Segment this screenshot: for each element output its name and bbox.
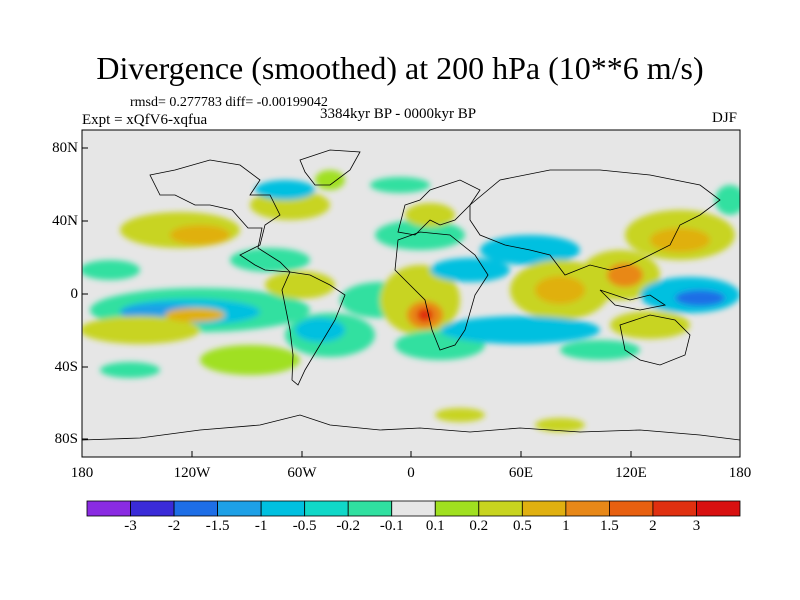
colorbar-swatch (130, 500, 175, 517)
field-blob (405, 203, 455, 227)
coastline-indonesia (599, 289, 667, 311)
lat-tick-label: 0 (70, 286, 79, 302)
coastline-europe (397, 179, 481, 236)
field-blob (82, 260, 140, 280)
lon-tick-label: 180 (70, 465, 94, 481)
field-blob (535, 276, 585, 304)
field-blob (607, 263, 643, 287)
field-blob (370, 177, 430, 193)
lat-tick-label: 40S (54, 359, 78, 375)
coastline-africa (394, 231, 489, 351)
coastline-north-america (149, 159, 292, 273)
colorbar-label: 2 (649, 518, 657, 534)
colorbar-swatch (565, 500, 610, 517)
field-blob (430, 258, 510, 282)
colorbar-swatch (260, 500, 306, 517)
colorbar-label: 0.2 (469, 518, 489, 534)
lat-tick-label: 80S (54, 431, 78, 447)
lat-tick-label: 40N (52, 213, 78, 229)
lon-tick-label: 0 (407, 465, 415, 481)
colorbar-label: -0.1 (379, 518, 404, 534)
colorbar-swatch (304, 500, 349, 517)
field-blob (417, 308, 433, 322)
field-blob (560, 340, 640, 360)
experiment-label: Expt = xQfV6-xqfua (82, 112, 208, 128)
colorbar-swatch (478, 500, 523, 517)
colorbar-swatch (217, 500, 262, 517)
field-blob (650, 228, 710, 252)
colorbar-label: -0.2 (336, 518, 361, 534)
divergence-field (82, 170, 740, 432)
field-blob (440, 316, 600, 344)
field-blob (170, 225, 230, 245)
colorbar-label: -2 (167, 518, 181, 534)
coastline-australia (619, 314, 691, 366)
colorbar (86, 500, 741, 517)
lon-tick-label: 60W (287, 465, 317, 481)
field-blob (315, 170, 345, 190)
colorbar-label: -1 (254, 518, 268, 534)
field-blob (715, 185, 740, 215)
colorbar-swatch (434, 500, 480, 517)
lon-tick-label: 180 (728, 465, 752, 481)
field-blob (295, 318, 345, 342)
coastline-asia (469, 169, 721, 276)
colorbar-label: 1.5 (600, 518, 619, 534)
field-blob (435, 408, 485, 422)
colorbar-swatch (173, 500, 218, 517)
colorbar-swatch (347, 500, 393, 517)
field-blob (82, 316, 200, 344)
colorbar-swatch (652, 500, 697, 517)
colorbar-label: -3 (124, 518, 137, 534)
lon-tick-marks (81, 451, 741, 457)
colorbar-label: 0.5 (512, 518, 532, 534)
field-blob (200, 345, 300, 375)
coastlines (82, 149, 740, 441)
field-blob (610, 311, 690, 339)
colorbar-swatch (521, 500, 567, 517)
field-blob (230, 248, 310, 272)
season-label: DJF (712, 110, 738, 126)
field-blob (265, 271, 335, 299)
colorbar-label: 1 (562, 518, 570, 534)
stats-text: rmsd= 0.277783 diff= -0.00199042 (130, 95, 328, 110)
coastline-south-america (281, 271, 346, 386)
coastline-greenland (299, 149, 361, 186)
colorbar-swatch (696, 500, 741, 517)
field-blob (255, 180, 315, 200)
plot-title: Divergence (smoothed) at 200 hPa (10**6 … (96, 50, 704, 86)
field-blob (100, 362, 160, 378)
colorbar-label: -0.5 (292, 518, 317, 534)
field-blob (165, 308, 225, 322)
field-blob (675, 290, 725, 306)
lat-tick-marks (82, 147, 88, 440)
colorbar-swatch (391, 500, 436, 517)
period-label: 3384kyr BP - 0000kyr BP (320, 106, 477, 122)
lon-tick-label: 60E (508, 465, 534, 481)
colorbar-label: 3 (692, 518, 701, 534)
lon-tick-label: 120E (615, 465, 647, 481)
field-blob (535, 418, 585, 432)
colorbar-label: 0.1 (425, 518, 445, 534)
lat-tick-label: 80N (52, 140, 78, 156)
colorbar-swatch (609, 500, 654, 517)
colorbar-swatch (86, 500, 131, 517)
lon-tick-label: 120W (173, 465, 211, 481)
colorbar-label: -1.5 (205, 518, 230, 534)
coastline-antarctica (82, 414, 740, 441)
